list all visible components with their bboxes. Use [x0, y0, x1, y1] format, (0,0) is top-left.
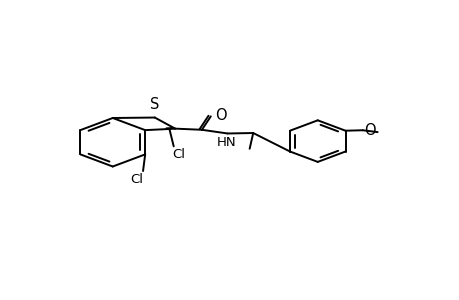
Text: Cl: Cl: [172, 148, 185, 161]
Text: S: S: [150, 98, 159, 112]
Text: Cl: Cl: [130, 173, 143, 186]
Text: O: O: [215, 108, 226, 123]
Text: HN: HN: [216, 136, 236, 149]
Text: O: O: [364, 122, 375, 137]
